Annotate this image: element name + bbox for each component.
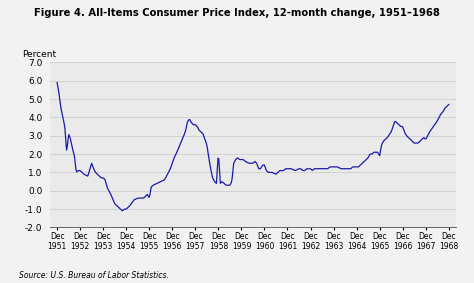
Text: Source: U.S. Bureau of Labor Statistics.: Source: U.S. Bureau of Labor Statistics.	[19, 271, 169, 280]
Text: Figure 4. All-Items Consumer Price Index, 12-month change, 1951–1968: Figure 4. All-Items Consumer Price Index…	[34, 8, 440, 18]
Text: Percent: Percent	[22, 50, 56, 59]
